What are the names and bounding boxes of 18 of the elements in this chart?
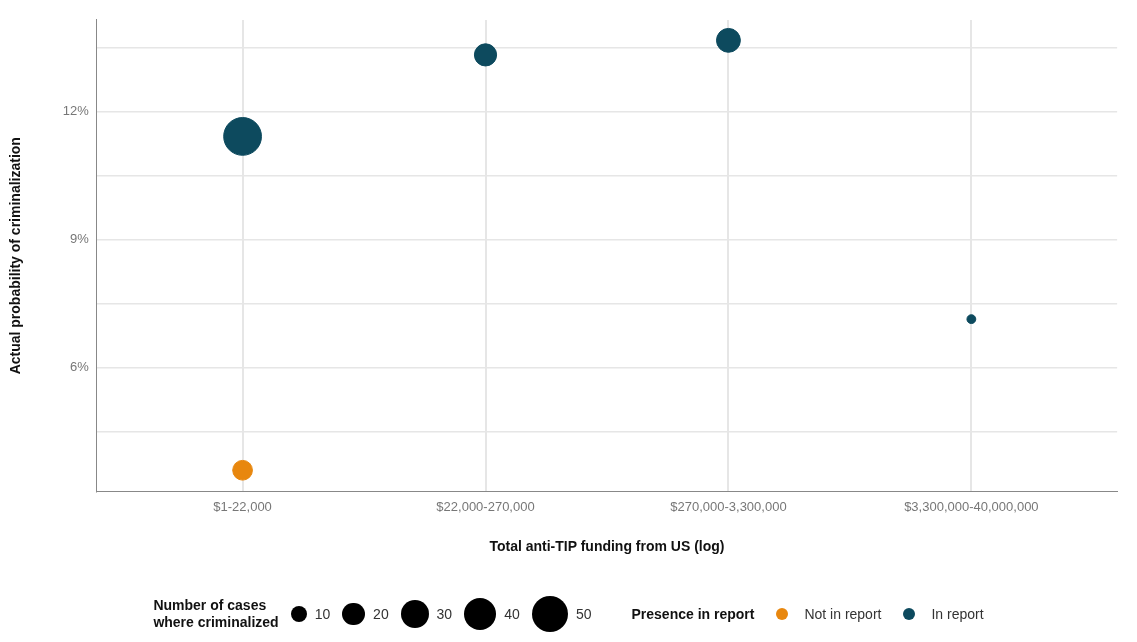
x-axis-title: Total anti-TIP funding from US (log) [489, 538, 725, 555]
text: Number of cases where criminalized [153, 597, 279, 631]
y-axis-title: Actual probability of criminalization [7, 137, 24, 375]
y-tick-label: 12% [62, 103, 90, 119]
x-tick-label: $3,300,000-40,000,000 [904, 498, 1039, 514]
legend-label: Not in report [804, 606, 882, 622]
x-tick-label: $1-22,000 [213, 498, 272, 514]
legend-label: In report [931, 606, 984, 622]
y-tick-label: 9% [70, 231, 90, 247]
x-tick-label: $270,000-3,300,000 [670, 498, 787, 514]
legend-label: 10 [314, 606, 331, 622]
y-tick-label: 6% [70, 359, 90, 375]
legend-label: 20 [373, 605, 389, 622]
legend-label: 40 [504, 606, 520, 622]
legend-label: 50 [575, 606, 592, 622]
legend-title: Presence in report [631, 605, 755, 623]
x-tick-label: $22,000-270,000 [436, 498, 535, 514]
legend-label: 30 [436, 606, 453, 622]
